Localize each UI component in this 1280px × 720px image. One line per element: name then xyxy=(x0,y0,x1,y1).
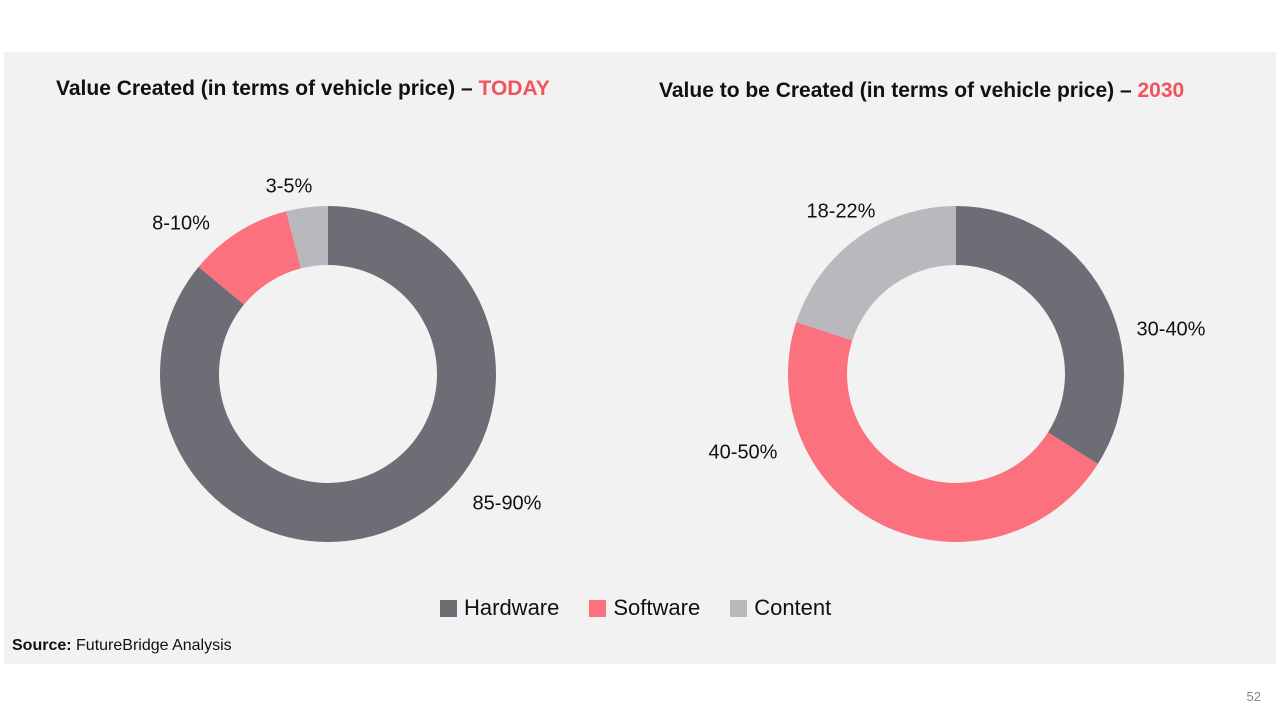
donut-1-label-hardware: 30-40% xyxy=(1137,318,1206,340)
donut-0-label-content: 3-5% xyxy=(266,175,313,197)
page-number: 52 xyxy=(1246,689,1261,704)
chart-title-2030: Value to be Created (in terms of vehicle… xyxy=(659,79,1184,103)
chart-panel: Value Created (in terms of vehicle price… xyxy=(4,52,1276,664)
source-label: Source: xyxy=(12,637,72,654)
legend-swatch-content xyxy=(730,599,748,617)
legend-label-software: Software xyxy=(613,595,701,620)
chart-title-today: Value Created (in terms of vehicle price… xyxy=(56,77,550,101)
legend-swatch-software xyxy=(589,599,607,617)
donut-0-slice-software xyxy=(198,211,301,305)
chart-title-2030-text: Value to be Created (in terms of vehicle… xyxy=(659,79,1132,102)
donut-0-slice-content xyxy=(286,206,328,269)
donut-1-slice-content xyxy=(796,206,956,341)
chart-title-today-highlight: TODAY xyxy=(478,77,550,100)
legend-item-software: Software xyxy=(589,595,700,621)
donut-chart-2030: 30-40% 40-50% 18-22% xyxy=(709,200,1206,542)
donut-1-label-content: 18-22% xyxy=(807,200,876,222)
donut-0-label-hardware: 85-90% xyxy=(473,492,542,514)
chart-title-today-text: Value Created (in terms of vehicle price… xyxy=(56,77,473,100)
donut-1-slice-software xyxy=(788,322,1098,542)
chart-title-2030-highlight: 2030 xyxy=(1137,79,1185,102)
legend-swatch-hardware xyxy=(440,599,457,617)
donut-1-label-software: 40-50% xyxy=(709,441,778,463)
legend-item-content: Content xyxy=(730,595,831,621)
legend-label-hardware: Hardware xyxy=(464,595,560,620)
donut-0-label-software: 8-10% xyxy=(152,212,210,234)
donut-0-slice-hardware xyxy=(159,206,496,542)
legend-label-content: Content xyxy=(754,595,832,620)
legend-item-hardware: Hardware xyxy=(440,595,559,621)
donut-chart-today: 85-90% 8-10% 3-5% xyxy=(152,175,542,542)
source-text: FutureBridge Analysis xyxy=(76,637,232,654)
donut-1-slice-hardware xyxy=(956,206,1124,465)
source-note: Source: FutureBridge Analysis xyxy=(12,637,232,655)
legend: Hardware Software Content xyxy=(440,595,831,621)
